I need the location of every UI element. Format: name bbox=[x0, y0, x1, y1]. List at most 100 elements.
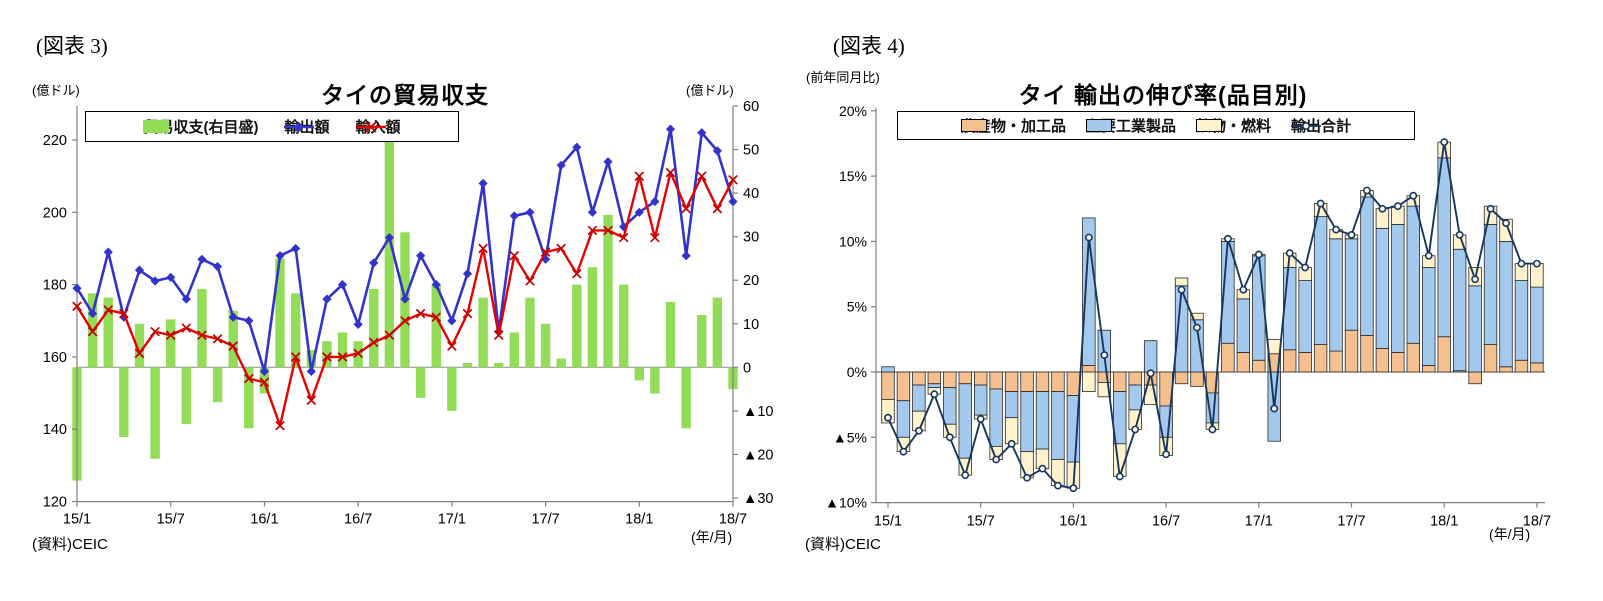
exports-point bbox=[462, 269, 473, 279]
growth-stack-segment bbox=[958, 383, 972, 459]
total-exports-point bbox=[1270, 404, 1279, 413]
imports-point bbox=[618, 232, 629, 243]
growth-stack-segment bbox=[1499, 366, 1513, 373]
manufactured-goods-swatch-icon bbox=[1085, 119, 1112, 132]
left-axis-label: 15% bbox=[839, 168, 867, 184]
imports-line-icon bbox=[355, 120, 386, 133]
x-axis-label: 17/1 bbox=[438, 512, 466, 528]
exports-point bbox=[525, 207, 535, 217]
total-exports-point bbox=[1100, 351, 1109, 359]
imports-point bbox=[665, 167, 676, 178]
growth-stack-segment bbox=[1082, 365, 1096, 373]
trade-balance-chart: 220 200 180 160 140 120 60 50 40 30 20 10 0 ▲10 ▲20 ▲30… bbox=[43, 99, 774, 528]
total-exports-point bbox=[1254, 250, 1263, 259]
total-exports-point bbox=[1146, 369, 1155, 378]
figure4-tag: (図表 4) bbox=[833, 34, 905, 58]
imports-point bbox=[212, 334, 223, 344]
x-axis-label: 17/1 bbox=[1245, 514, 1273, 530]
left-axis-label: 200 bbox=[43, 205, 67, 221]
growth-stack-segment bbox=[1190, 312, 1204, 321]
imports-point bbox=[353, 348, 363, 359]
total-exports-point bbox=[1208, 425, 1217, 434]
trade-balance-bar bbox=[134, 323, 145, 368]
growth-stack-segment bbox=[1298, 280, 1312, 353]
imports-point bbox=[384, 330, 395, 341]
growth-stack-segment bbox=[1360, 196, 1374, 336]
total-exports-point bbox=[1409, 191, 1418, 200]
growth-stack-segment bbox=[1437, 336, 1451, 373]
total-exports-point bbox=[1131, 425, 1140, 434]
growth-stack-segment bbox=[1051, 371, 1065, 392]
exports-point bbox=[322, 294, 332, 304]
trade-balance-bar bbox=[150, 367, 160, 459]
imports-point bbox=[556, 243, 566, 254]
total-exports-point bbox=[1424, 251, 1433, 260]
growth-stack-segment bbox=[973, 371, 988, 386]
imports-point bbox=[400, 315, 410, 326]
growth-stack-segment bbox=[927, 371, 942, 385]
imports-point bbox=[368, 337, 379, 348]
trade-balance-bar bbox=[369, 288, 379, 368]
exports-point bbox=[447, 316, 457, 326]
trade-balance-bar bbox=[712, 297, 723, 368]
figure3-tag: (図表 3) bbox=[36, 34, 108, 58]
trade-balance-bar bbox=[665, 302, 676, 368]
figure3-left-axis-unit: (億ドル) bbox=[32, 83, 80, 98]
left-axis-label: 5% bbox=[847, 299, 867, 315]
imports-point bbox=[431, 312, 442, 322]
trade-balance-bar bbox=[634, 367, 644, 381]
exports-point bbox=[103, 247, 113, 257]
trade-balance-bar bbox=[181, 367, 192, 424]
exports-point bbox=[337, 280, 348, 290]
trade-balance-bar bbox=[681, 367, 691, 429]
x-axis-label: 17/7 bbox=[1337, 514, 1365, 530]
exports-point bbox=[431, 280, 441, 290]
trade-balance-bar bbox=[572, 284, 582, 368]
growth-stack-segment bbox=[973, 384, 988, 416]
growth-stack-segment bbox=[1514, 359, 1529, 373]
left-axis-label: 220 bbox=[43, 133, 67, 149]
growth-stack-segment bbox=[896, 400, 911, 438]
total-exports-point bbox=[1162, 450, 1170, 459]
growth-stack-segment bbox=[1113, 371, 1127, 392]
growth-stack-segment bbox=[1035, 391, 1050, 450]
exports-point bbox=[650, 196, 660, 207]
trade-balance-bar bbox=[603, 214, 613, 368]
exports-point bbox=[150, 276, 160, 286]
growth-stack-segment bbox=[1035, 371, 1050, 392]
imports-point bbox=[650, 232, 660, 243]
right-axis-label: 40 bbox=[743, 186, 759, 202]
imports-point bbox=[509, 250, 520, 261]
trade-balance-bar bbox=[259, 367, 270, 394]
right-axis-label: ▲10 bbox=[743, 404, 773, 420]
growth-stack-segment bbox=[1174, 277, 1189, 287]
x-axis-label: 18/1 bbox=[625, 512, 653, 528]
growth-stack-segment bbox=[1391, 224, 1405, 353]
imports-point bbox=[603, 225, 613, 236]
growth-stack-segment bbox=[1375, 348, 1390, 373]
figure4-legend: 農産物・加工品 主要工業製品 鉱物・燃料 輸出合計 bbox=[897, 111, 1415, 140]
growth-stack-segment bbox=[1422, 365, 1436, 373]
total-exports-point bbox=[1316, 199, 1325, 208]
figure4-title: タイ 輸出の伸び率(品目別) bbox=[1018, 82, 1308, 108]
total-exports-line-icon bbox=[1291, 121, 1322, 130]
trade-balance-bar bbox=[290, 293, 301, 368]
growth-stack-segment bbox=[1020, 451, 1034, 479]
total-exports-point bbox=[1084, 233, 1093, 242]
growth-stack-segment bbox=[1514, 280, 1529, 361]
growth-stack-segment bbox=[1236, 298, 1251, 353]
exports-point bbox=[665, 124, 676, 134]
x-axis-label: 15/1 bbox=[874, 514, 902, 530]
exports-point bbox=[712, 146, 722, 156]
imports-point bbox=[165, 330, 176, 341]
legend-item-imports: 輸入額 bbox=[355, 116, 401, 137]
exports-point bbox=[197, 254, 207, 264]
growth-stack-segment bbox=[1344, 329, 1359, 373]
total-exports-point bbox=[1332, 225, 1340, 234]
figure4-x-caption: (年/月) bbox=[1489, 526, 1531, 542]
x-axis-label: 16/1 bbox=[1059, 514, 1087, 530]
trade-balance-bar bbox=[337, 332, 348, 368]
exports-point bbox=[244, 316, 254, 326]
exports-point bbox=[259, 366, 270, 376]
